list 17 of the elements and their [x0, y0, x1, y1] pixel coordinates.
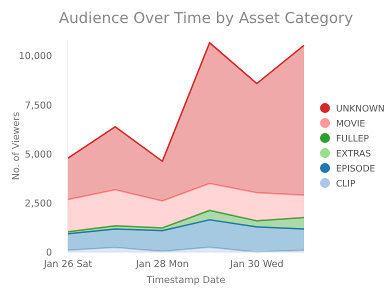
x-tick-label: Jan 26 Sat — [42, 259, 92, 270]
x-tick-label: Jan 28 Mon — [134, 259, 189, 270]
x-tick-label: Jan 30 Wed — [229, 259, 284, 270]
y-tick-label: 0 — [46, 248, 52, 258]
y-tick-label: 5,000 — [24, 149, 52, 160]
y-axis-title: No. of Viewers — [11, 112, 22, 180]
x-axis-title: Timestamp Date — [146, 275, 226, 286]
y-tick-label: 10,000 — [18, 51, 52, 62]
legend-label: EXTRAS — [336, 150, 372, 160]
chart-title: Audience Over Time by Asset Category — [58, 9, 354, 27]
y-tick-label: 7,500 — [24, 100, 52, 112]
legend-label: CLIP — [336, 180, 356, 190]
legend-label: UNKNOWN — [336, 104, 385, 114]
legend-label: MOVIE — [336, 120, 366, 130]
y-tick-label: 2,500 — [24, 198, 52, 210]
legend-label: EPISODE — [336, 164, 376, 174]
legend-label: FULLEP — [336, 134, 370, 144]
